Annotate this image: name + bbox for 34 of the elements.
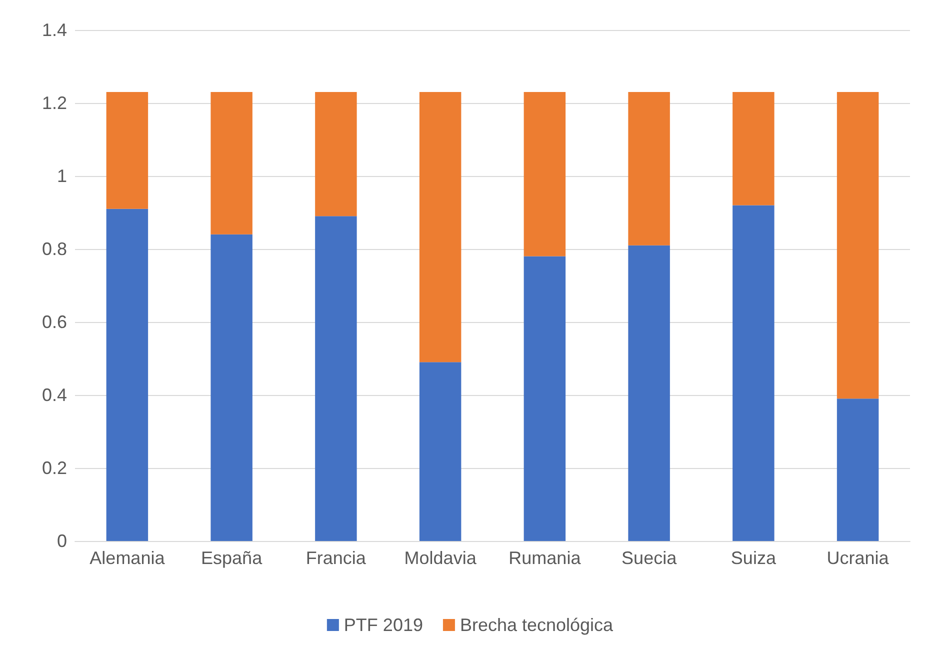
x-tick-label: Francia (306, 548, 367, 568)
bar (419, 362, 462, 541)
y-tick-label: 1.4 (42, 20, 67, 40)
bar (628, 92, 670, 246)
y-tick-label: 1 (56, 166, 67, 186)
bar (628, 245, 670, 541)
x-tick-label: Rumania (508, 548, 582, 568)
bar (315, 216, 357, 541)
y-tick-label: 0 (56, 531, 67, 551)
bar (732, 92, 774, 206)
bar (836, 92, 879, 399)
y-tick-label: 0.4 (42, 385, 67, 405)
legend-label: Brecha tecnológica (460, 615, 614, 635)
bar (210, 234, 252, 541)
bar (836, 398, 879, 541)
x-tick-label: Moldavia (404, 548, 478, 568)
bar (210, 92, 252, 234)
bar (524, 92, 566, 256)
bar (106, 92, 148, 209)
legend-label: PTF 2019 (344, 615, 423, 635)
bar (419, 92, 462, 362)
bar (732, 205, 774, 541)
y-tick-label: 1.2 (42, 93, 67, 113)
x-tick-label: Ucrania (826, 548, 890, 568)
x-tick-label: Suiza (730, 548, 777, 568)
bar (524, 256, 566, 541)
bar (315, 92, 357, 216)
x-tick-label: Alemania (90, 548, 166, 568)
y-tick-label: 0.2 (42, 458, 67, 478)
x-tick-label: España (201, 548, 264, 568)
y-tick-label: 0.8 (42, 239, 67, 259)
y-tick-label: 0.6 (42, 312, 67, 332)
x-tick-label: Suecia (622, 548, 678, 568)
bar (106, 208, 148, 541)
